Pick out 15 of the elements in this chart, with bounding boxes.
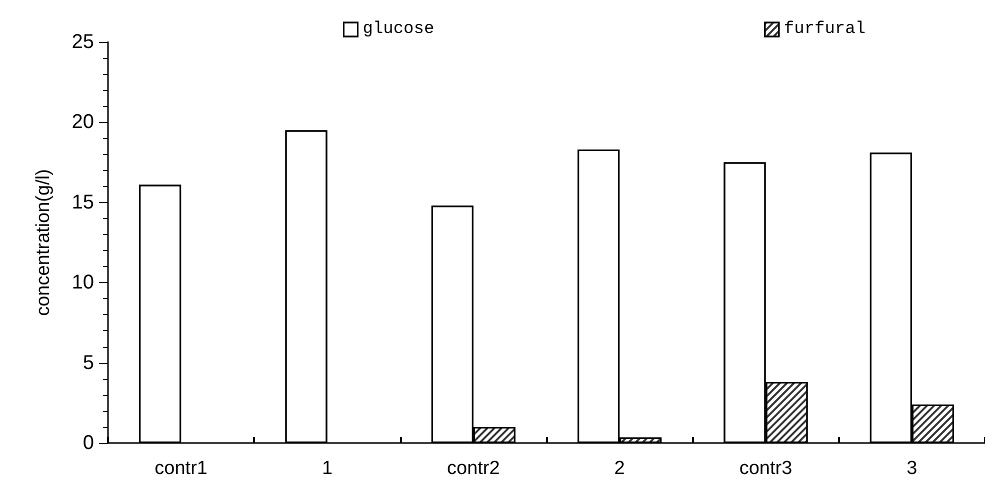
legend-label: glucose bbox=[362, 20, 434, 39]
y-tick-label: 10 bbox=[72, 272, 94, 294]
y-tick-label: 25 bbox=[72, 31, 94, 53]
y-tick-label: 15 bbox=[72, 191, 94, 214]
y-axis-title: concentration(g/l) bbox=[33, 169, 54, 316]
y-tick-label: 5 bbox=[82, 352, 94, 374]
x-tick-label: contr3 bbox=[739, 458, 792, 479]
y-tick-label: 20 bbox=[72, 111, 94, 134]
x-tick-label: 2 bbox=[614, 458, 625, 479]
x-tick-label: 3 bbox=[906, 458, 918, 479]
x-tick-label: 1 bbox=[322, 458, 333, 479]
x-tick-label: contr2 bbox=[447, 458, 500, 479]
legend-label: furfural bbox=[784, 20, 866, 39]
y-tick-label: 0 bbox=[82, 432, 94, 454]
x-tick-label: contr1 bbox=[154, 458, 208, 479]
